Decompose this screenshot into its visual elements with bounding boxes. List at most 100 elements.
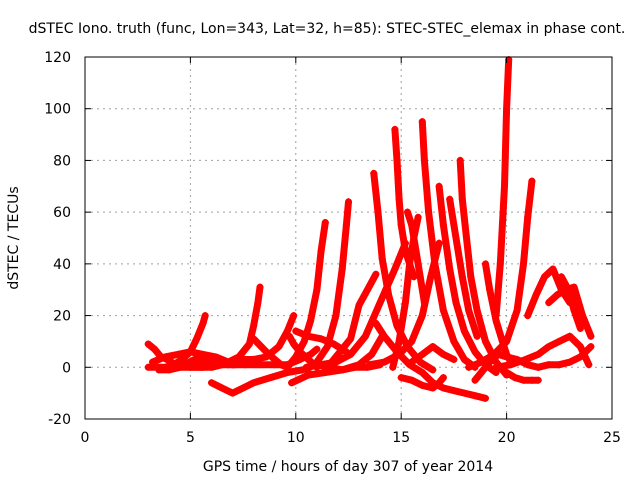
data-point xyxy=(503,105,511,113)
data-point xyxy=(347,350,355,358)
data-point xyxy=(186,348,194,356)
data-series xyxy=(446,195,481,340)
data-point xyxy=(507,361,515,369)
data-point xyxy=(465,306,473,314)
data-point xyxy=(545,361,553,369)
data-point xyxy=(431,260,439,268)
data-point xyxy=(420,156,428,164)
data-point xyxy=(378,255,386,263)
data-point xyxy=(566,291,574,299)
data-point xyxy=(283,363,291,371)
data-point xyxy=(492,312,500,320)
data-point xyxy=(482,260,490,268)
x-tick-label: 25 xyxy=(603,430,621,446)
data-point xyxy=(486,286,494,294)
data-point xyxy=(401,299,409,307)
data-point xyxy=(355,301,363,309)
data-series xyxy=(492,332,593,371)
data-point xyxy=(576,343,584,351)
data-point xyxy=(557,273,565,281)
y-tick-label: 80 xyxy=(53,153,71,169)
plot-frame xyxy=(84,56,613,420)
data-point xyxy=(439,350,447,358)
data-point xyxy=(404,208,412,216)
data-point xyxy=(456,156,464,164)
data-point xyxy=(267,374,275,382)
data-point xyxy=(313,345,321,353)
series-trace xyxy=(503,369,542,384)
series-trace xyxy=(372,319,437,387)
data-point xyxy=(439,306,447,314)
data-point xyxy=(151,345,159,353)
data-point xyxy=(271,356,279,364)
data-point xyxy=(418,381,426,389)
data-point xyxy=(545,299,553,307)
data-point xyxy=(380,358,388,366)
data-point xyxy=(534,363,542,371)
data-point xyxy=(503,350,511,358)
data-point xyxy=(412,247,420,255)
chart-title: dSTEC Iono. truth (func, Lon=343, Lat=32… xyxy=(29,21,626,37)
series-trace xyxy=(465,177,536,371)
data-point xyxy=(408,376,416,384)
y-tick-label: 60 xyxy=(53,205,71,221)
data-point xyxy=(570,283,578,291)
data-point xyxy=(524,213,532,221)
data-point xyxy=(321,218,329,226)
x-tick-label: 15 xyxy=(392,430,410,446)
data-point xyxy=(416,273,424,281)
x-axis-label: GPS time / hours of day 307 of year 2014 xyxy=(203,459,493,475)
data-point xyxy=(250,379,258,387)
data-point xyxy=(218,384,226,392)
data-series xyxy=(503,368,542,384)
data-series xyxy=(366,239,443,369)
data-point xyxy=(304,371,312,379)
data-point xyxy=(395,337,403,345)
data-point xyxy=(450,356,458,364)
x-tick-label: 10 xyxy=(287,430,305,446)
data-point xyxy=(155,366,163,374)
data-point xyxy=(186,363,194,371)
y-tick-label: 0 xyxy=(62,360,71,376)
data-point xyxy=(397,221,405,229)
data-point xyxy=(304,356,312,364)
data-point xyxy=(250,335,258,343)
data-point xyxy=(418,350,426,358)
data-point xyxy=(585,361,593,369)
data-point xyxy=(229,389,237,397)
data-point xyxy=(549,265,557,273)
data-point xyxy=(450,387,458,395)
data-point xyxy=(338,265,346,273)
data-point xyxy=(395,195,403,203)
data-point xyxy=(332,312,340,320)
data-point xyxy=(498,337,506,345)
data-point xyxy=(307,317,315,325)
data-series xyxy=(557,273,584,332)
data-point xyxy=(218,361,226,369)
data-point xyxy=(372,319,380,327)
series-trace xyxy=(492,56,513,320)
data-point xyxy=(532,291,540,299)
axis-ticks: 0 5 10 15 20 25 -20 0 20 40 60 80 100 120 xyxy=(44,50,621,446)
data-point xyxy=(254,299,262,307)
data-point xyxy=(458,273,466,281)
data-point xyxy=(256,361,264,369)
data-point xyxy=(292,327,300,335)
data-point xyxy=(429,366,437,374)
data-series xyxy=(429,379,490,402)
data-point xyxy=(534,376,542,384)
data-point xyxy=(342,221,350,229)
data-point xyxy=(555,361,563,369)
data-point xyxy=(471,376,479,384)
series-trace xyxy=(323,270,380,371)
data-series xyxy=(283,218,329,371)
data-point xyxy=(460,327,468,335)
data-point xyxy=(450,337,458,345)
data-point xyxy=(435,239,443,247)
data-point xyxy=(144,363,152,371)
data-point xyxy=(425,208,433,216)
data-point xyxy=(283,327,291,335)
data-point xyxy=(452,234,460,242)
data-point xyxy=(370,169,378,177)
